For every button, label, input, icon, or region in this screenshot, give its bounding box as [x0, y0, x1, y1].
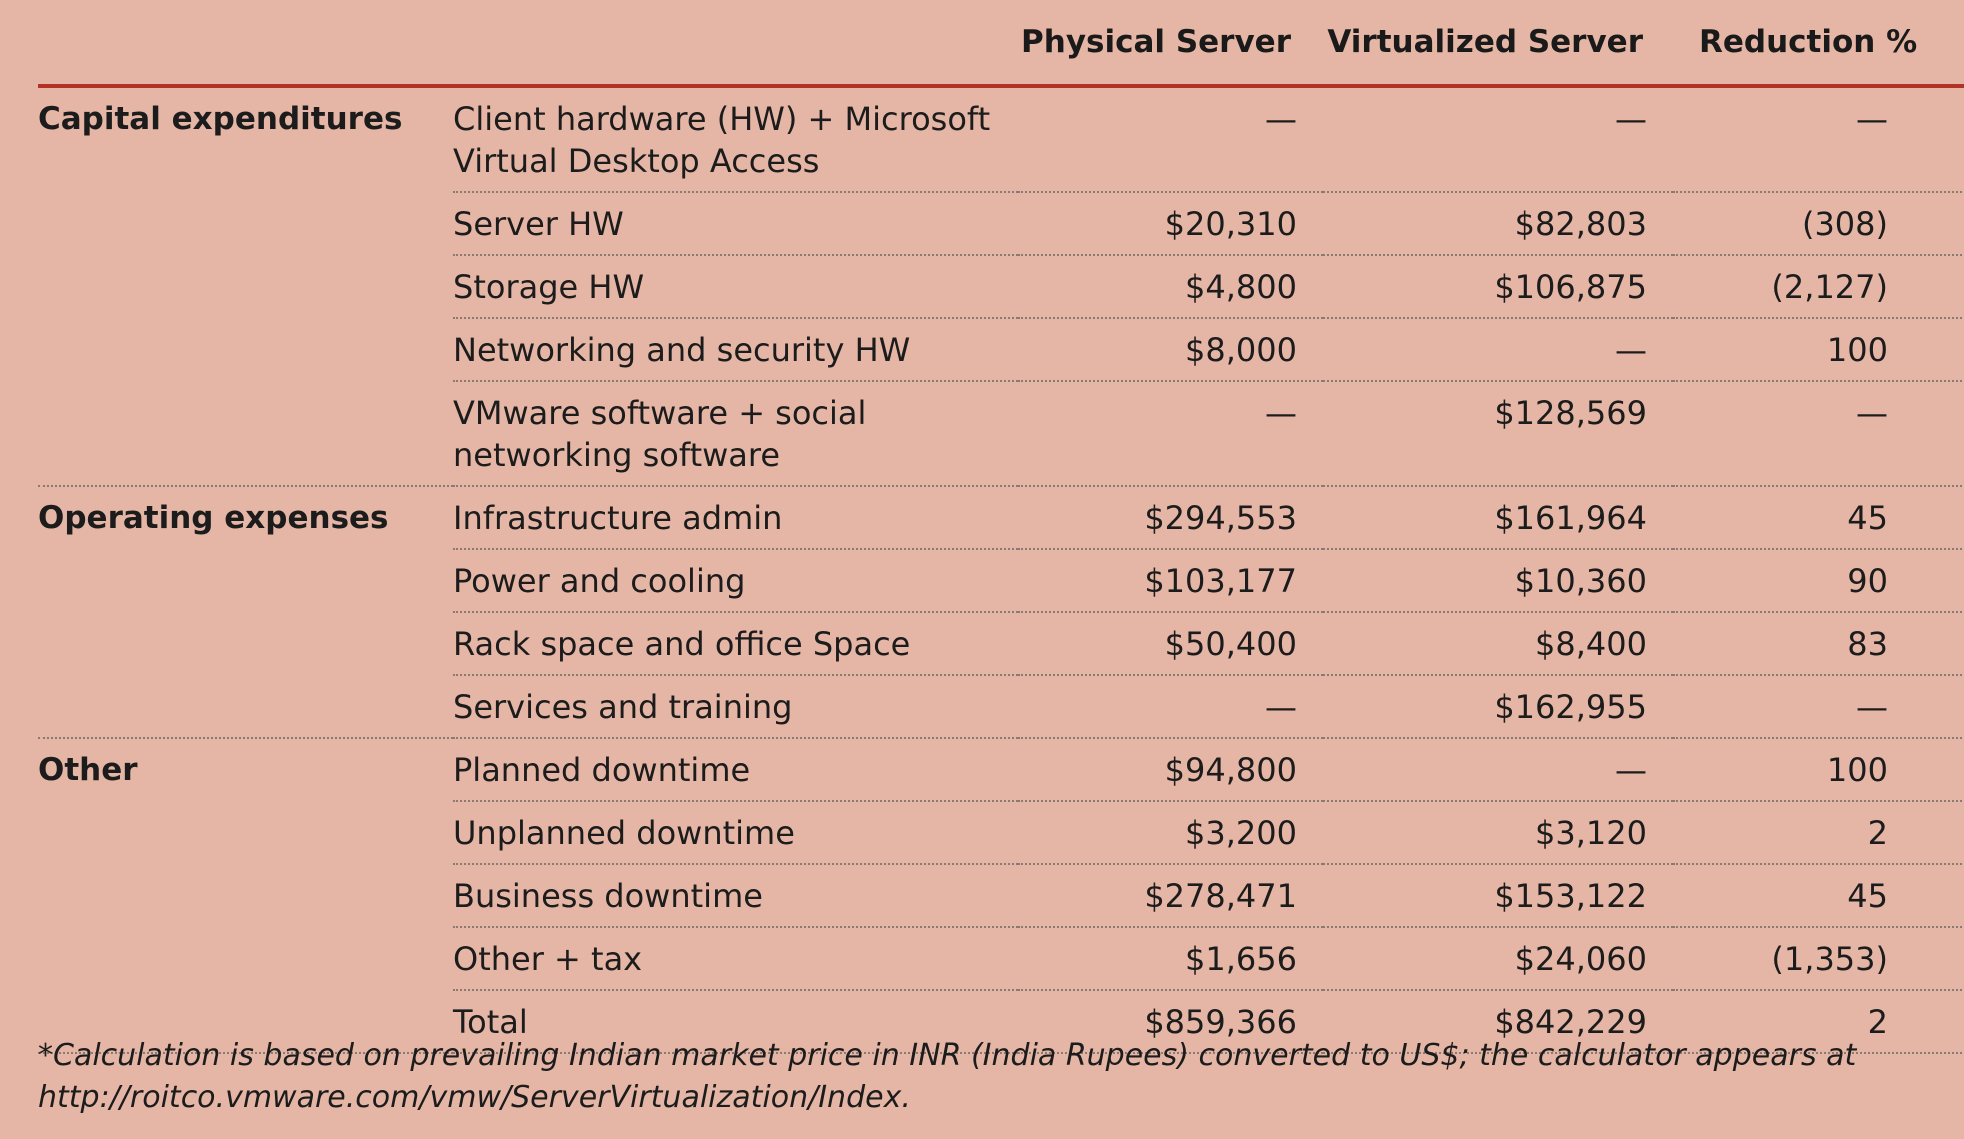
table-row: Power and cooling $103,177 $10,360 90	[38, 549, 1964, 613]
category-label: Other	[38, 752, 138, 788]
reduction-value: 45	[1673, 486, 1964, 550]
reduction-value: (1,353)	[1673, 927, 1964, 991]
table-footnote: *Calculation is based on prevailing Indi…	[38, 1038, 1857, 1115]
row-item-label: Planned downtime	[453, 738, 1018, 802]
table-row: Services and training — $162,955 —	[38, 675, 1964, 739]
header-category	[38, 0, 453, 88]
reduction-value: (308)	[1673, 192, 1964, 256]
category-spacer	[38, 612, 453, 675]
header-physical-server: Physical Server	[1018, 0, 1323, 88]
virtualized-value: $82,803	[1323, 192, 1673, 256]
row-item-label: Other + tax	[453, 927, 1018, 991]
physical-value: $50,400	[1018, 612, 1323, 676]
header-virtualized-server: Virtualized Server	[1323, 0, 1673, 88]
row-item-label: Server HW	[453, 192, 1018, 256]
cost-comparison-table: Physical Server Virtualized Server Reduc…	[38, 0, 1964, 1054]
category-spacer	[38, 864, 453, 927]
virtualized-value: —	[1323, 738, 1673, 802]
virtualized-value: $153,122	[1323, 864, 1673, 928]
reduction-value: 100	[1673, 738, 1964, 802]
virtualized-value: —	[1323, 86, 1673, 193]
physical-value: $20,310	[1018, 192, 1323, 256]
row-item-label: Storage HW	[453, 255, 1018, 319]
row-item-label: Infrastructure admin	[453, 486, 1018, 550]
virtualized-value: $842,229	[1323, 990, 1673, 1054]
virtualized-value: $106,875	[1323, 255, 1673, 319]
physical-value: $1,656	[1018, 927, 1323, 991]
reduction-value: 90	[1673, 549, 1964, 613]
physical-value: $4,800	[1018, 255, 1323, 319]
virtualized-value: $8,400	[1323, 612, 1673, 676]
row-item-label: Networking and security HW	[453, 318, 1018, 382]
virtualized-value: $128,569	[1323, 381, 1673, 487]
category-spacer	[38, 801, 453, 864]
table-row: Server HW $20,310 $82,803 (308)	[38, 192, 1964, 256]
table-row: Rack space and office Space $50,400 $8,4…	[38, 612, 1964, 676]
reduction-value: —	[1673, 86, 1964, 193]
category-spacer	[38, 381, 453, 487]
table-row: Business downtime $278,471 $153,122 45	[38, 864, 1964, 928]
virtualized-value: $162,955	[1323, 675, 1673, 739]
category-label: Capital expenditures	[38, 101, 403, 137]
physical-value: $94,800	[1018, 738, 1323, 802]
reduction-value: 2	[1673, 990, 1964, 1054]
virtualized-value: $24,060	[1323, 927, 1673, 991]
table-row: Other Planned downtime $94,800 — 100	[38, 738, 1964, 802]
category-spacer	[38, 318, 453, 381]
reduction-value: —	[1673, 381, 1964, 487]
reduction-value: (2,127)	[1673, 255, 1964, 319]
table-row: Other + tax $1,656 $24,060 (1,353)	[38, 927, 1964, 991]
row-item-label: Business downtime	[453, 864, 1018, 928]
reduction-value: 45	[1673, 864, 1964, 928]
category-spacer	[38, 675, 453, 739]
row-item-label: Unplanned downtime	[453, 801, 1018, 865]
row-item-label: VMware software + social networking soft…	[453, 381, 1018, 487]
row-item-label: Services and training	[453, 675, 1018, 739]
table-row: Capital expenditures Client hardware (HW…	[38, 86, 1964, 193]
virtualized-value: —	[1323, 318, 1673, 382]
table-header-row: Physical Server Virtualized Server Reduc…	[38, 0, 1964, 88]
physical-value: $859,366	[1018, 990, 1323, 1054]
reduction-value: 83	[1673, 612, 1964, 676]
physical-value: —	[1018, 86, 1323, 193]
category-spacer	[38, 549, 453, 612]
cost-comparison-table-container: Physical Server Virtualized Server Reduc…	[38, 0, 1964, 1054]
row-item-label: Total	[453, 990, 1018, 1054]
physical-value: $278,471	[1018, 864, 1323, 928]
row-item-label: Power and cooling	[453, 549, 1018, 613]
category-label: Operating expenses	[38, 500, 389, 536]
reduction-value: 2	[1673, 801, 1964, 865]
header-reduction-percent: Reduction %	[1673, 0, 1964, 88]
reduction-value: 100	[1673, 318, 1964, 382]
virtualized-value: $10,360	[1323, 549, 1673, 613]
table-row-total: Total $859,366 $842,229 2	[38, 990, 1964, 1054]
physical-value: $294,553	[1018, 486, 1323, 550]
physical-value: —	[1018, 381, 1323, 487]
table-row: Networking and security HW $8,000 — 100	[38, 318, 1964, 382]
row-item-label: Rack space and office Space	[453, 612, 1018, 676]
reduction-value: —	[1673, 675, 1964, 739]
table-row: Operating expenses Infrastructure admin …	[38, 486, 1964, 550]
physical-value: $103,177	[1018, 549, 1323, 613]
category-spacer	[38, 990, 453, 1054]
row-item-label: Client hardware (HW) + Microsoft Virtual…	[453, 86, 1018, 193]
virtualized-value: $3,120	[1323, 801, 1673, 865]
physical-value: —	[1018, 675, 1323, 739]
category-spacer	[38, 192, 453, 255]
table-row: Storage HW $4,800 $106,875 (2,127)	[38, 255, 1964, 319]
table-row: Unplanned downtime $3,200 $3,120 2	[38, 801, 1964, 865]
category-spacer	[38, 927, 453, 990]
header-item	[453, 0, 1018, 88]
table-row: VMware software + social networking soft…	[38, 381, 1964, 487]
physical-value: $3,200	[1018, 801, 1323, 865]
virtualized-value: $161,964	[1323, 486, 1673, 550]
physical-value: $8,000	[1018, 318, 1323, 382]
category-spacer	[38, 255, 453, 318]
